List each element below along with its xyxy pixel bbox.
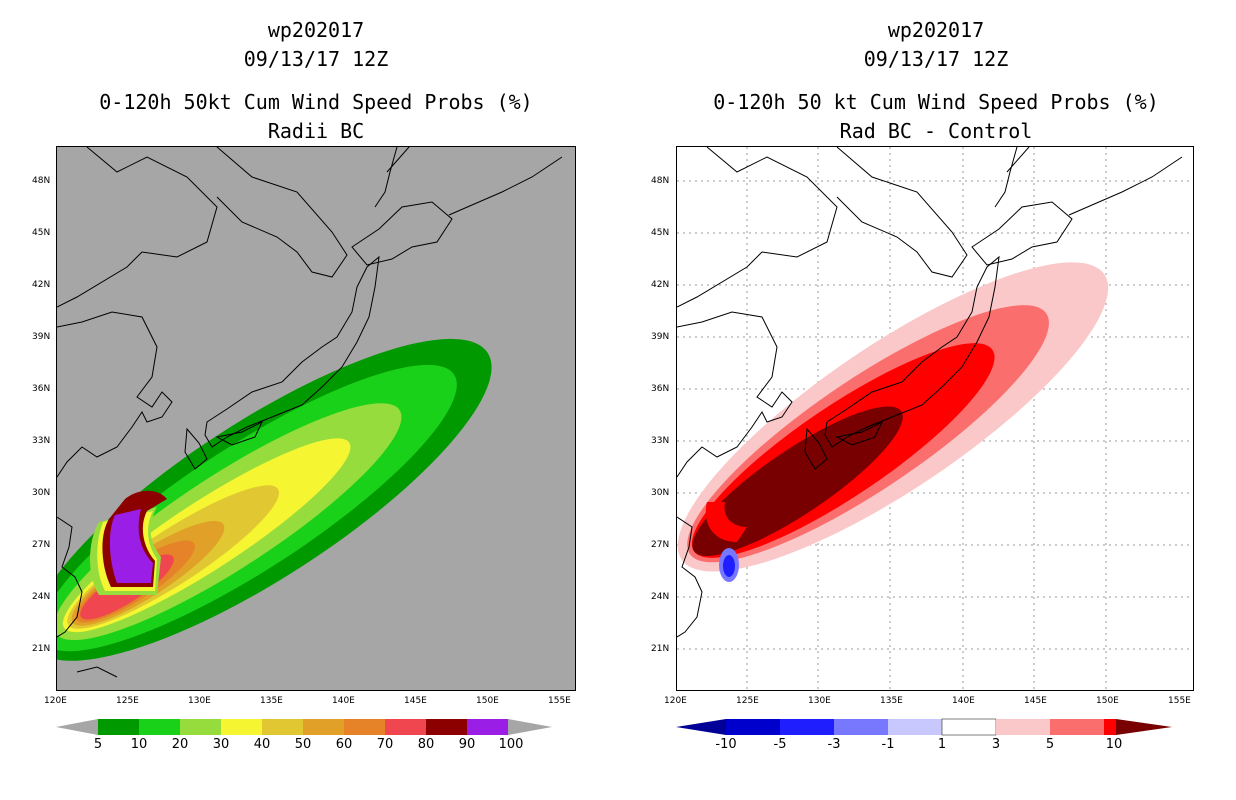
left-title-date: 09/13/17 12Z <box>243 47 389 71</box>
right-title-product: 0-120h 50 kt Cum Wind Speed Probs (%) <box>713 90 1159 114</box>
lon-tick: 145E <box>1024 696 1047 706</box>
lon-tick: 120E <box>44 696 67 706</box>
lat-tick: 45N <box>651 228 670 238</box>
lat-tick: 33N <box>32 436 51 446</box>
lon-tick: 130E <box>808 696 831 706</box>
colorbar-label: 40 <box>253 737 271 752</box>
colorbar-box <box>344 719 385 735</box>
right-title-date: 09/13/17 12Z <box>863 47 1009 71</box>
colorbar-box <box>941 718 997 736</box>
lon-tick: 135E <box>260 696 283 706</box>
lon-tick: 120E <box>664 696 687 706</box>
lon-tick: 145E <box>404 696 427 706</box>
lon-tick: 140E <box>952 696 975 706</box>
lat-tick: 42N <box>32 280 51 290</box>
colorbar-box <box>180 719 221 735</box>
right-colorbar <box>676 718 1172 736</box>
colorbar-box <box>139 719 180 735</box>
lon-tick: 150E <box>1096 696 1119 706</box>
lon-tick: 150E <box>476 696 499 706</box>
lat-tick: 21N <box>651 644 670 654</box>
lat-tick: 48N <box>32 176 51 186</box>
colorbar-box <box>385 719 426 735</box>
lat-tick: 30N <box>32 488 51 498</box>
diff-contour-neg5 <box>723 555 735 577</box>
left-title-subtitle: Radii BC <box>267 119 365 143</box>
colorbar-box <box>426 719 467 735</box>
lat-tick: 45N <box>32 228 51 238</box>
colorbar-label: 20 <box>171 737 189 752</box>
colorbar-high-end <box>508 719 552 735</box>
lat-tick: 48N <box>651 176 670 186</box>
colorbar-label: 80 <box>417 737 435 752</box>
lon-tick: 130E <box>188 696 211 706</box>
lon-tick: 125E <box>116 696 139 706</box>
colorbar-box <box>303 719 344 735</box>
right-map <box>676 146 1194 691</box>
colorbar-label: 5 <box>1045 737 1055 752</box>
lat-tick: 27N <box>32 540 51 550</box>
right-difference-field <box>677 262 1109 572</box>
lat-tick: 30N <box>651 488 670 498</box>
right-title-subtitle: Rad BC - Control <box>839 119 1033 143</box>
prob-contour-90 <box>109 509 153 583</box>
right-title-storm: wp202017 <box>887 18 985 42</box>
colorbar-label: 10 <box>1105 737 1123 752</box>
diff-contour-5-hook <box>705 502 747 542</box>
lon-tick: 155E <box>1168 696 1191 706</box>
lat-tick: 42N <box>651 280 670 290</box>
lat-tick: 39N <box>32 332 51 342</box>
colorbar-label: -3 <box>827 737 841 752</box>
colorbar-label: 5 <box>93 737 103 752</box>
colorbar-label: 50 <box>294 737 312 752</box>
lat-tick: 36N <box>32 384 51 394</box>
colorbar-box <box>98 719 139 735</box>
colorbar-label: 3 <box>991 737 1001 752</box>
colorbar-label: 90 <box>458 737 476 752</box>
colorbar-label: -5 <box>773 737 787 752</box>
left-map <box>56 146 576 691</box>
colorbar-box <box>262 719 303 735</box>
coastlines <box>57 147 563 678</box>
colorbar-box <box>467 719 508 735</box>
colorbar-label: 70 <box>376 737 394 752</box>
colorbar-low-end <box>676 719 726 735</box>
left-title-product: 0-120h 50kt Cum Wind Speed Probs (%) <box>99 90 533 114</box>
lon-tick: 140E <box>332 696 355 706</box>
coastlines <box>677 147 1183 638</box>
colorbar-box <box>888 719 942 735</box>
colorbar-label: 10 <box>130 737 148 752</box>
left-colorbar <box>56 719 552 735</box>
colorbar-box <box>1104 719 1116 735</box>
lat-tick: 21N <box>32 644 51 654</box>
lat-tick: 36N <box>651 384 670 394</box>
lon-tick: 155E <box>548 696 571 706</box>
left-map-canvas <box>57 147 563 678</box>
colorbar-box <box>780 719 834 735</box>
colorbar-box <box>996 719 1050 735</box>
colorbar-label: -1 <box>881 737 895 752</box>
colorbar-label: 60 <box>335 737 353 752</box>
colorbar-high-end <box>1116 719 1172 735</box>
colorbar-box <box>726 719 780 735</box>
colorbar-label: 30 <box>212 737 230 752</box>
lat-tick: 24N <box>651 592 670 602</box>
colorbar-box <box>1050 719 1104 735</box>
lat-tick: 33N <box>651 436 670 446</box>
lat-tick: 27N <box>651 540 670 550</box>
lat-tick: 39N <box>651 332 670 342</box>
colorbar-label: 100 <box>498 737 524 752</box>
right-map-canvas <box>677 147 1193 690</box>
lat-tick: 24N <box>32 592 51 602</box>
left-title-storm: wp202017 <box>267 18 365 42</box>
left-probability-field <box>57 338 492 661</box>
lon-tick: 125E <box>736 696 759 706</box>
colorbar-box <box>834 719 888 735</box>
colorbar-label: 1 <box>937 737 947 752</box>
lon-tick: 135E <box>880 696 903 706</box>
colorbar-low-end <box>56 719 98 735</box>
colorbar-label: -10 <box>715 737 737 752</box>
colorbar-box <box>221 719 262 735</box>
